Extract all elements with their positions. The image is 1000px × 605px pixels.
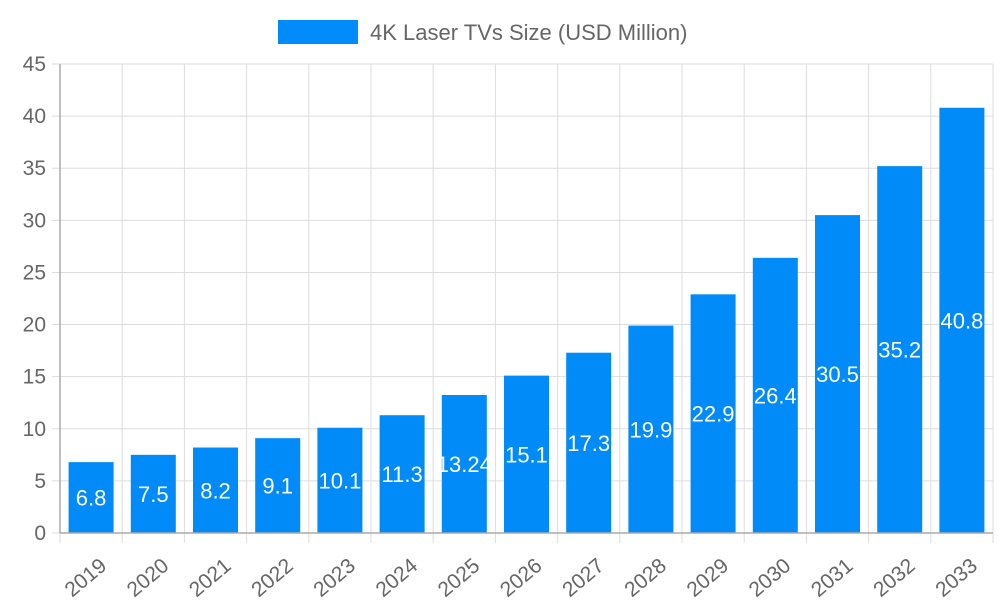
bar (628, 325, 674, 533)
x-tick-label: 2030 (745, 554, 796, 600)
x-tick-label: 2022 (247, 554, 298, 600)
bar (815, 215, 860, 533)
y-tick-label: 35 (23, 157, 46, 180)
y-tick-label: 5 (34, 470, 46, 493)
bar (68, 462, 114, 533)
y-tick-label: 40 (23, 105, 46, 128)
bar (255, 438, 301, 533)
data-label: 6.8 (76, 486, 107, 511)
x-tick-label: 2032 (869, 554, 920, 600)
data-label: 17.3 (567, 431, 610, 456)
x-tick-label: 2028 (620, 554, 671, 600)
legend-label: 4K Laser TVs Size (USD Million) (370, 20, 687, 45)
bar (939, 107, 985, 534)
data-label: 40.8 (940, 308, 983, 333)
legend-swatch (278, 20, 358, 44)
bar (317, 427, 363, 533)
x-tick-label: 2019 (61, 554, 112, 600)
bar (441, 395, 487, 533)
x-tick-label: 2025 (434, 554, 485, 600)
x-tick-label: 2033 (931, 554, 982, 600)
data-label: 8.2 (200, 478, 231, 503)
y-tick-label: 45 (23, 53, 46, 76)
data-label: 10.1 (318, 468, 361, 493)
y-tick-label: 20 (23, 314, 46, 337)
data-label: 26.4 (754, 383, 797, 408)
x-tick-label: 2020 (123, 554, 174, 600)
bar (504, 375, 549, 533)
bar (752, 257, 798, 533)
data-label: 11.3 (382, 462, 423, 487)
x-tick-label: 2027 (558, 554, 609, 600)
data-label: 13.24 (437, 452, 492, 477)
data-label: 22.9 (692, 402, 735, 427)
legend[interactable]: 4K Laser TVs Size (USD Million) (278, 20, 687, 45)
data-label: 9.1 (262, 474, 293, 499)
data-label: 35.2 (878, 338, 921, 363)
x-tick-label: 2026 (496, 554, 547, 600)
x-tick-label: 2021 (185, 554, 236, 600)
x-tick-label: 2023 (309, 554, 360, 600)
y-tick-label: 15 (23, 366, 46, 389)
bar (130, 454, 176, 533)
bar (877, 166, 923, 534)
data-label: 7.5 (138, 482, 169, 507)
y-tick-label: 10 (23, 418, 46, 441)
y-tick-label: 25 (23, 261, 46, 284)
data-label: 15.1 (505, 442, 548, 467)
x-tick-label: 2031 (807, 554, 858, 600)
data-label: 30.5 (816, 362, 859, 387)
x-tick-label: 2029 (683, 554, 734, 600)
data-label: 19.9 (629, 417, 672, 442)
bar (690, 294, 736, 533)
x-tick-label: 2024 (372, 554, 423, 600)
y-tick-label: 0 (34, 522, 46, 545)
bar (379, 415, 425, 533)
y-tick-label: 30 (23, 209, 46, 232)
bar (193, 447, 238, 533)
bar (566, 352, 612, 533)
